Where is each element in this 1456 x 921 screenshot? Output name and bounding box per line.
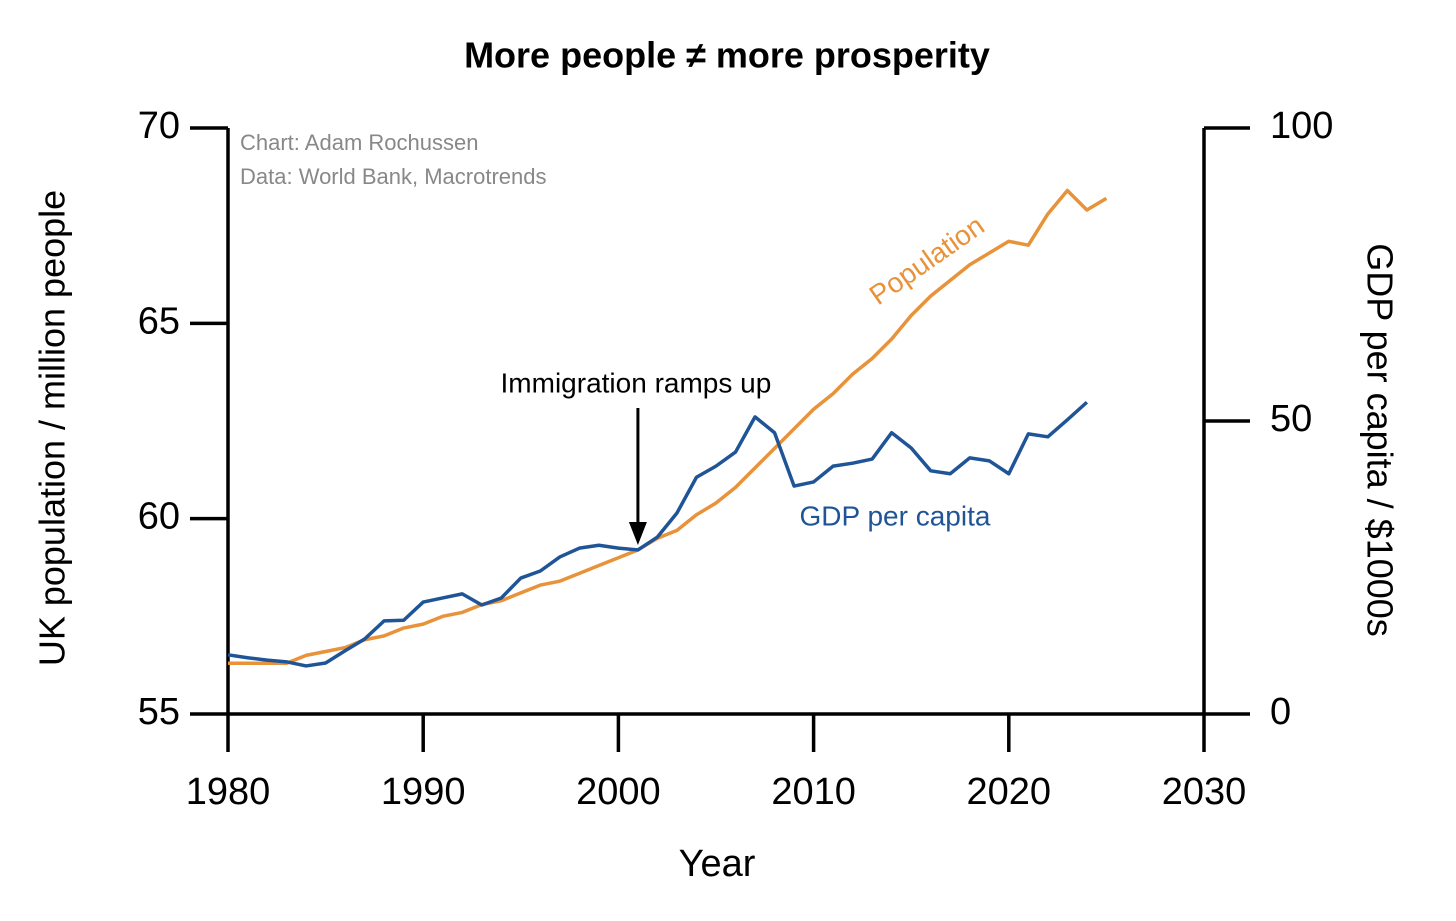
credit: Data: World Bank, Macrotrends <box>240 164 547 189</box>
x-tick-label: 2020 <box>967 771 1052 813</box>
x-tick-label: 2030 <box>1162 771 1247 813</box>
series-line <box>227 400 1089 668</box>
x-tick-label: 2000 <box>576 771 661 813</box>
annotation-arrowhead <box>628 522 647 545</box>
annotation: Immigration ramps up <box>501 367 772 398</box>
y-tick-label: 70 <box>138 105 180 147</box>
x-tick-label: 2010 <box>771 771 856 813</box>
y-axis-title: UK population / million people <box>32 190 73 666</box>
x-axis-title: Year <box>679 843 756 885</box>
x-tick-label: 1980 <box>186 771 271 813</box>
series-label: Population <box>864 210 990 311</box>
y2-axis-title: GDP per capita / $1000s <box>1359 243 1400 637</box>
credit: Chart: Adam Rochussen <box>240 130 478 155</box>
y2-tick-label: 100 <box>1270 105 1333 147</box>
y2-tick-label: 50 <box>1270 398 1312 440</box>
y-tick-label: 65 <box>138 300 180 342</box>
chart-title: More people ≠ more prosperity <box>464 35 990 76</box>
y-tick-label: 55 <box>138 691 180 733</box>
series-line <box>228 188 1108 665</box>
x-tick-label: 1990 <box>381 771 466 813</box>
y2-tick-label: 0 <box>1270 691 1291 733</box>
y-tick-label: 60 <box>138 496 180 538</box>
series-label: GDP per capita <box>800 500 991 531</box>
